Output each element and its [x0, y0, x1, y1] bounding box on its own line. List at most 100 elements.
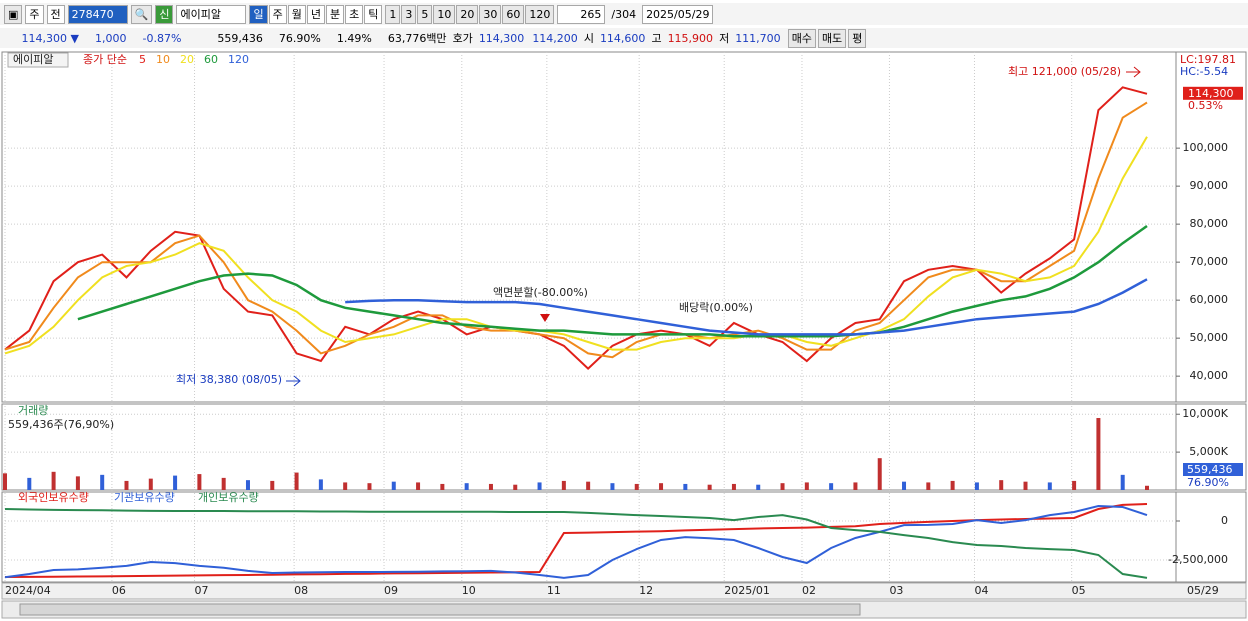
volume-bar [877, 458, 882, 490]
count-button[interactable]: 5 [417, 4, 433, 24]
volume-bar [27, 477, 32, 490]
arrow [286, 375, 301, 387]
code[interactable]: 278470 [67, 4, 128, 24]
y-tick-label: 90,000 [1190, 179, 1229, 192]
volume-bar [51, 471, 56, 490]
series-line [77, 224, 1148, 338]
rate: -0.87% [142, 31, 182, 45]
interval-button[interactable]: 일 [249, 4, 268, 24]
amount: 63,776백만 [387, 32, 447, 45]
volume-bar [75, 476, 80, 490]
volume-bar [561, 480, 566, 490]
change: 1,000 [95, 31, 127, 45]
count-button[interactable]: 120 [525, 4, 555, 24]
volume-bar [440, 483, 445, 490]
turnover: 1.49% [336, 31, 372, 45]
scroll-thumb [19, 603, 861, 616]
count-button[interactable]: 60 [502, 4, 525, 24]
series-line [4, 101, 1148, 359]
annotation: 최저 38,380 (08/05) [176, 373, 282, 386]
axis-area [1175, 51, 1247, 403]
volume-bar [586, 481, 591, 490]
view-count[interactable]: 265 [557, 4, 606, 24]
series-line [4, 503, 1148, 578]
x-tick-label: 03 [889, 584, 903, 597]
volume-bar [707, 484, 712, 490]
legend-entry: 외국인보유수량 [18, 491, 89, 504]
volume-bar [1023, 481, 1028, 490]
volume-bar [488, 483, 493, 490]
panel-subtitle: 559,436주(76,90%) [8, 418, 114, 431]
volume-bar [999, 480, 1004, 490]
period[interactable]: 주 [25, 4, 44, 24]
annotation: 최고 121,000 (05/28) [1008, 65, 1121, 78]
count-button[interactable]: 3 [401, 4, 417, 24]
ask-label: 호가 [452, 32, 473, 45]
volume-bar [804, 482, 809, 490]
legend-entry: 개인보유수량 [198, 491, 259, 504]
volume-bar [537, 482, 542, 490]
y-tick-label: -2,500,000 [1168, 553, 1228, 566]
x-axis-bar [1, 582, 1247, 600]
x-tick-label: 02 [802, 584, 816, 597]
series-line [4, 508, 1148, 579]
volume-bar [391, 481, 396, 490]
count-button[interactable]: 20 [456, 4, 479, 24]
volume-bar [1096, 418, 1101, 490]
volume-bar [974, 482, 979, 490]
title-box [7, 52, 69, 68]
ask: 114,300 [478, 31, 525, 45]
sell-button[interactable]: 매도 [817, 28, 847, 48]
volume-bar [634, 483, 639, 490]
interval-button[interactable]: 월 [287, 4, 306, 24]
chart-subtitle: 종가 단순 [83, 53, 127, 66]
volume-bar [659, 483, 664, 490]
legend-entry: 120 [228, 53, 249, 66]
interval-button[interactable]: 주 [268, 4, 287, 24]
interval-button[interactable]: 분 [325, 4, 345, 24]
low-label: 저 [719, 32, 730, 45]
stock-name[interactable]: 에이피알 [176, 4, 247, 24]
y-tick-label: 100,000 [1183, 141, 1229, 154]
y-tick-label: 50,000 [1190, 331, 1229, 344]
count-button[interactable]: 1 [385, 4, 401, 24]
search[interactable]: 🔍 [130, 4, 153, 24]
volume-bar [100, 474, 105, 490]
open: 114,600 [599, 31, 646, 45]
volume-label-box [1183, 463, 1243, 476]
avg-button[interactable]: 평 [848, 28, 867, 48]
low: 111,700 [735, 31, 781, 45]
volume-bar [829, 483, 834, 490]
y-tick-label: 70,000 [1190, 255, 1229, 268]
price-label: 114,300 [1188, 87, 1234, 100]
count-button[interactable]: 30 [479, 4, 502, 24]
volume-bar [780, 483, 785, 490]
volume-bar [318, 479, 323, 490]
series-line [4, 136, 1148, 355]
count-button[interactable]: 10 [433, 4, 456, 24]
volume-bar [124, 480, 129, 490]
interval-button[interactable]: 년 [306, 4, 325, 24]
total-count: /304 [611, 7, 637, 21]
volume: 559,436 [217, 31, 263, 45]
volume-bar [148, 478, 153, 490]
axis-area [1175, 491, 1247, 583]
volume-bar [756, 484, 761, 490]
x-tick-label: 09 [384, 584, 398, 597]
volume-bar [245, 480, 250, 490]
volume-bar [950, 480, 955, 490]
volume-bar [221, 477, 226, 490]
interval-button[interactable]: 틱 [364, 4, 383, 24]
counts: 1 3 5 10 20 30 60 120 [385, 4, 555, 24]
interval-button[interactable]: 초 [345, 4, 364, 24]
icon[interactable]: ▣ [4, 4, 23, 24]
price-label-box [1183, 86, 1243, 100]
x-tick-label: 08 [294, 584, 308, 597]
legend-entry: 20 [180, 53, 194, 66]
date[interactable]: 2025/05/29 [642, 4, 714, 24]
panel [1, 491, 1177, 583]
buy-button[interactable]: 매수 [787, 28, 816, 48]
prev[interactable]: 전 [46, 4, 65, 24]
